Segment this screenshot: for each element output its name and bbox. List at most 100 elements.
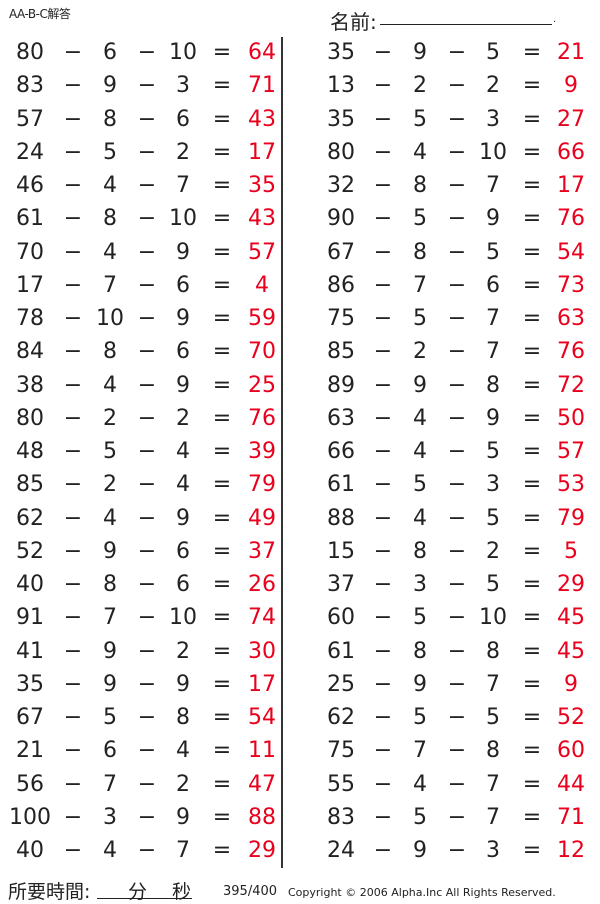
minus-sign: −	[63, 372, 83, 398]
operand: 7	[486, 339, 500, 365]
answer: 54	[557, 239, 585, 265]
minus-sign: −	[137, 572, 157, 597]
minus-sign: −	[137, 272, 157, 298]
answer: 63	[557, 306, 585, 331]
minus-sign: −	[373, 306, 393, 331]
operand: 7	[413, 738, 427, 764]
operand: 8	[413, 538, 427, 564]
operand: 15	[327, 538, 355, 564]
minus-sign: −	[137, 372, 157, 398]
minus-sign: −	[137, 505, 157, 531]
minus-sign: −	[447, 472, 467, 498]
equals-sign: =	[212, 239, 232, 265]
minus-sign: −	[63, 838, 83, 863]
operand: 63	[327, 405, 355, 431]
operand: 4	[176, 472, 190, 498]
operand: 61	[327, 638, 355, 664]
operand: 2	[413, 339, 427, 365]
equals-sign: =	[522, 771, 542, 797]
time-field[interactable]	[97, 898, 192, 899]
minus-sign: −	[447, 139, 467, 165]
operand: 3	[103, 804, 117, 830]
minus-sign: −	[373, 372, 393, 398]
operand: 5	[486, 505, 500, 531]
operand: 7	[486, 804, 500, 830]
minus-sign: −	[137, 206, 157, 232]
name-dot: .	[553, 14, 557, 25]
operand: 25	[327, 671, 355, 697]
operand: 67	[16, 705, 44, 730]
answer: 64	[248, 40, 276, 65]
answer: 76	[557, 339, 585, 365]
minus-sign: −	[373, 439, 393, 464]
operand: 21	[16, 738, 44, 764]
name-field[interactable]	[380, 24, 552, 25]
operand: 4	[176, 439, 190, 464]
operand: 4	[413, 405, 427, 431]
minus-sign: −	[63, 472, 83, 498]
answer: 39	[248, 439, 276, 464]
operand: 75	[327, 306, 355, 331]
operand: 5	[103, 139, 117, 165]
operand: 5	[103, 705, 117, 730]
equals-sign: =	[522, 372, 542, 398]
minus-sign: −	[63, 671, 83, 697]
minus-sign: −	[447, 538, 467, 564]
operand: 7	[103, 272, 117, 298]
operand: 67	[327, 239, 355, 265]
minus-sign: −	[137, 605, 157, 631]
operand: 9	[176, 372, 190, 398]
operand: 17	[16, 272, 44, 298]
equals-sign: =	[212, 439, 232, 464]
equals-sign: =	[212, 306, 232, 331]
minus-sign: −	[63, 605, 83, 631]
equals-sign: =	[522, 439, 542, 464]
minus-sign: −	[63, 804, 83, 830]
minus-sign: −	[447, 206, 467, 232]
equals-sign: =	[212, 206, 232, 232]
operand: 3	[486, 106, 500, 132]
minus-sign: −	[63, 538, 83, 564]
operand: 100	[9, 804, 51, 830]
equals-sign: =	[522, 139, 542, 165]
operand: 66	[327, 439, 355, 464]
minus-sign: −	[137, 339, 157, 365]
operand: 2	[176, 771, 190, 797]
operand: 8	[486, 372, 500, 398]
equals-sign: =	[212, 738, 232, 764]
operand: 46	[16, 173, 44, 198]
equals-sign: =	[212, 605, 232, 631]
minus-sign: −	[63, 73, 83, 99]
equals-sign: =	[522, 671, 542, 697]
equals-sign: =	[522, 538, 542, 564]
operand: 83	[16, 73, 44, 99]
answer: 57	[248, 239, 276, 265]
operand: 9	[176, 804, 190, 830]
operand: 5	[486, 705, 500, 730]
operand: 60	[327, 605, 355, 631]
equals-sign: =	[212, 538, 232, 564]
minus-sign: −	[373, 771, 393, 797]
operand: 62	[327, 705, 355, 730]
equals-sign: =	[522, 73, 542, 99]
answer: 44	[557, 771, 585, 797]
minus-sign: −	[373, 705, 393, 730]
operand: 3	[486, 472, 500, 498]
operand: 9	[413, 838, 427, 863]
equals-sign: =	[522, 605, 542, 631]
equals-sign: =	[212, 139, 232, 165]
equals-sign: =	[522, 572, 542, 597]
equals-sign: =	[522, 40, 542, 65]
operand: 7	[176, 173, 190, 198]
operand: 5	[486, 439, 500, 464]
operand: 6	[176, 339, 190, 365]
equals-sign: =	[212, 372, 232, 398]
operand: 6	[176, 538, 190, 564]
minus-sign: −	[447, 106, 467, 132]
operand: 3	[176, 73, 190, 99]
minus-sign: −	[63, 439, 83, 464]
operand: 90	[327, 206, 355, 232]
equals-sign: =	[522, 339, 542, 365]
answer: 21	[557, 40, 585, 65]
minus-sign: −	[63, 572, 83, 597]
